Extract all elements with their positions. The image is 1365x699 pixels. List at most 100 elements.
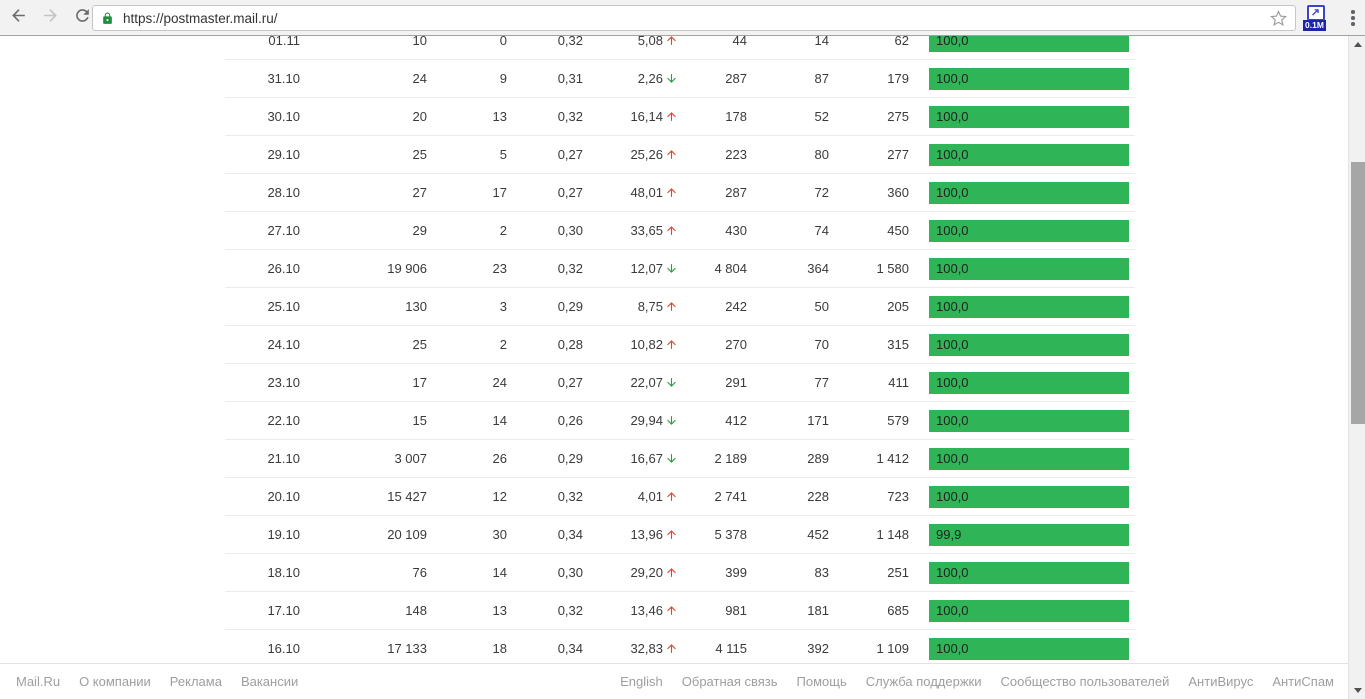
delivery-rate-bar: 100,0 bbox=[929, 67, 1129, 90]
cell-value: 242 bbox=[725, 299, 747, 314]
back-button[interactable] bbox=[4, 4, 32, 32]
trend-down-icon bbox=[665, 452, 678, 465]
scroll-up-button[interactable] bbox=[1349, 36, 1365, 53]
scrollbar-thumb[interactable] bbox=[1351, 162, 1365, 424]
cell-value: 287 bbox=[725, 71, 747, 86]
footer-link[interactable]: Вакансии bbox=[240, 674, 299, 689]
cell-date: 26.10 bbox=[267, 261, 300, 276]
footer-link[interactable]: АнтиВирус bbox=[1188, 674, 1254, 689]
trend-down-icon bbox=[665, 262, 678, 275]
cell-delivery: 100,0 bbox=[909, 561, 1135, 584]
cell-value: 181 bbox=[807, 603, 829, 618]
footer-link[interactable]: Обратная связь bbox=[681, 674, 778, 689]
cell-value: 130 bbox=[405, 299, 427, 314]
table-row: 25.10 130 3 0,29 8,75 242 50 205 100,0 bbox=[225, 288, 1135, 326]
cell-value: 315 bbox=[887, 337, 909, 352]
cell-value: 450 bbox=[887, 223, 909, 238]
cell-value: 228 bbox=[807, 489, 829, 504]
trend-up-icon bbox=[665, 528, 678, 541]
cell-value: 0,30 bbox=[557, 223, 583, 238]
footer-link[interactable]: Помощь bbox=[796, 674, 847, 689]
footer-link[interactable]: АнтиСпам bbox=[1272, 674, 1334, 689]
cell-value: 19 906 bbox=[387, 261, 427, 276]
cell-date: 22.10 bbox=[267, 413, 300, 428]
delivery-rate-bar: 100,0 bbox=[929, 371, 1129, 394]
trend-up-icon bbox=[665, 642, 678, 655]
trend-down-icon bbox=[665, 72, 678, 85]
cell-value: 4 115 bbox=[715, 641, 747, 656]
cell-value: 3 007 bbox=[394, 451, 427, 466]
url-text[interactable]: https://postmaster.mail.ru/ bbox=[123, 10, 278, 26]
delivery-rate-bar: 100,0 bbox=[929, 485, 1129, 508]
cell-value: 148 bbox=[405, 603, 427, 618]
page-content: 01.11 10 0 0,32 5,08 44 14 62 100,0 31.1… bbox=[0, 36, 1348, 663]
bookmark-star-icon[interactable] bbox=[1270, 9, 1287, 27]
cell-trend: 22,07 bbox=[583, 375, 680, 390]
cell-value: 10 bbox=[412, 36, 427, 48]
cell-date: 20.10 bbox=[267, 489, 300, 504]
cell-trend: 4,01 bbox=[583, 489, 680, 504]
delivery-rate-bar: 100,0 bbox=[929, 637, 1129, 660]
cell-value: 27 bbox=[412, 185, 427, 200]
cell-trend: 16,14 bbox=[583, 109, 680, 124]
trend-up-icon bbox=[665, 110, 678, 123]
cell-value: 13 bbox=[492, 109, 507, 124]
footer-link[interactable]: English bbox=[620, 674, 663, 689]
back-arrow-icon bbox=[9, 6, 28, 30]
secure-lock-icon[interactable] bbox=[101, 12, 114, 25]
cell-delivery: 100,0 bbox=[909, 105, 1135, 128]
cell-value: 5 378 bbox=[714, 527, 747, 542]
cell-value: 277 bbox=[887, 147, 909, 162]
page-footer: Mail.Ru О компании Реклама Вакансии English… bbox=[0, 663, 1348, 699]
cell-value: 25 bbox=[412, 337, 427, 352]
cell-date: 27.10 bbox=[267, 223, 300, 238]
cell-date: 21.10 bbox=[267, 451, 300, 466]
cell-value: 251 bbox=[887, 565, 909, 580]
footer-link[interactable]: Служба поддержки bbox=[865, 674, 982, 689]
cell-value: 0,29 bbox=[557, 299, 583, 314]
cell-value: 1 148 bbox=[876, 527, 909, 542]
cell-date: 16.10 bbox=[267, 641, 300, 656]
trend-up-icon bbox=[665, 186, 678, 199]
cell-delivery: 99,9 bbox=[909, 523, 1135, 546]
cell-value: 1 412 bbox=[876, 451, 909, 466]
extension-button[interactable]: 0.1M bbox=[1303, 4, 1331, 34]
menu-dot bbox=[1351, 10, 1355, 14]
cell-trend: 2,26 bbox=[583, 71, 680, 86]
cell-value: 412 bbox=[725, 413, 747, 428]
delivery-rate-bar: 100,0 bbox=[929, 257, 1129, 280]
cell-value: 14 bbox=[814, 36, 829, 48]
cell-date: 31.10 bbox=[267, 71, 300, 86]
footer-link[interactable]: О компании bbox=[79, 674, 151, 689]
scrollbar[interactable] bbox=[1348, 36, 1365, 699]
cell-value: 13 bbox=[492, 603, 507, 618]
chrome-menu-button[interactable] bbox=[1341, 6, 1365, 30]
browser-toolbar: https://postmaster.mail.ru/ 0.1M bbox=[0, 0, 1365, 36]
footer-link[interactable]: Сообщество пользователей bbox=[1000, 674, 1170, 689]
table-row: 28.10 27 17 0,27 48,01 287 72 360 100,0 bbox=[225, 174, 1135, 212]
cell-value: 72 bbox=[814, 185, 829, 200]
address-bar[interactable]: https://postmaster.mail.ru/ bbox=[92, 5, 1296, 31]
scroll-down-button[interactable] bbox=[1349, 682, 1365, 699]
cell-value: 2 741 bbox=[714, 489, 747, 504]
cell-value: 392 bbox=[807, 641, 829, 656]
footer-link[interactable]: Mail.Ru bbox=[16, 674, 61, 689]
forward-button[interactable] bbox=[36, 4, 64, 32]
cell-value: 171 bbox=[807, 413, 829, 428]
trend-up-icon bbox=[665, 300, 678, 313]
cell-date: 29.10 bbox=[267, 147, 300, 162]
cell-trend: 29,20 bbox=[583, 565, 680, 580]
cell-date: 01.11 bbox=[268, 36, 300, 48]
cell-value: 291 bbox=[725, 375, 747, 390]
footer-link[interactable]: Реклама bbox=[169, 674, 222, 689]
cell-trend: 48,01 bbox=[583, 185, 680, 200]
cell-trend: 13,96 bbox=[583, 527, 680, 542]
cell-value: 0,34 bbox=[557, 527, 583, 542]
cell-value: 1 580 bbox=[876, 261, 909, 276]
cell-value: 2 bbox=[499, 223, 507, 238]
table-row: 30.10 20 13 0,32 16,14 178 52 275 100,0 bbox=[225, 98, 1135, 136]
delivery-rate-bar: 100,0 bbox=[929, 333, 1129, 356]
trend-up-icon bbox=[665, 604, 678, 617]
menu-dot bbox=[1351, 22, 1355, 26]
delivery-rate-bar: 100,0 bbox=[929, 219, 1129, 242]
